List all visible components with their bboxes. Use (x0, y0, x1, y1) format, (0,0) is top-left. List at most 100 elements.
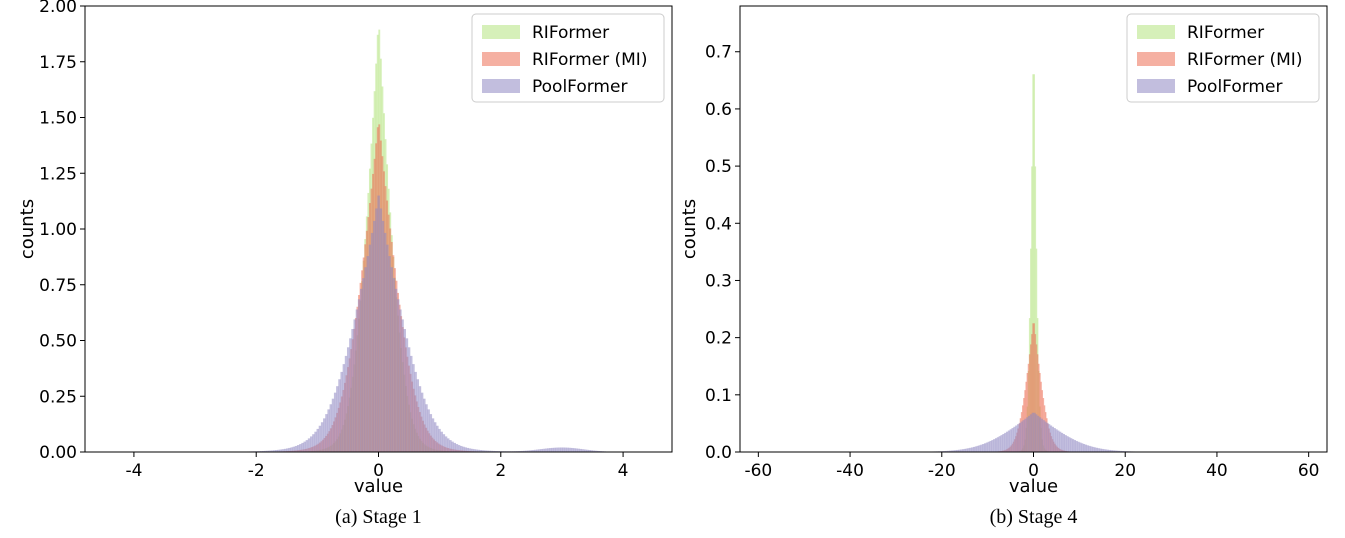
histogram-bar (423, 398, 426, 452)
histogram-bar (460, 445, 463, 452)
histogram-bar (1110, 450, 1113, 452)
histogram-bar (1117, 450, 1121, 452)
histogram-bar (560, 447, 563, 452)
histogram-bar (451, 441, 454, 452)
histogram-bar (590, 450, 593, 452)
histogram-bar (366, 256, 370, 452)
histogram-bar (414, 371, 417, 452)
histogram-bar (529, 450, 533, 452)
histogram-bar (1084, 444, 1087, 452)
histogram-bar (579, 448, 583, 452)
histogram-bar (1083, 444, 1086, 452)
x-tick-label: 0 (373, 461, 384, 481)
histogram-bar (440, 431, 443, 452)
histogram-bar (327, 409, 330, 452)
legend-label: PoolFormer (532, 77, 627, 97)
histogram-bar (533, 449, 537, 452)
histogram-bar (433, 422, 437, 452)
histogram-bar (982, 444, 985, 452)
histogram-bar (971, 447, 974, 452)
histogram-bar (410, 355, 413, 452)
histogram-bar (290, 447, 293, 452)
histogram-bar (557, 447, 561, 452)
histogram-bar (1055, 429, 1058, 452)
histogram-bar (976, 445, 979, 452)
histogram-bar (1002, 434, 1005, 452)
y-tick-label: 0.1 (705, 386, 732, 406)
histogram-bar (1032, 74, 1034, 453)
histogram-bar (1035, 344, 1038, 452)
histogram-bar (314, 431, 317, 452)
histogram-bar (455, 444, 459, 452)
legend-label: RIFormer (MI) (532, 50, 647, 70)
histogram-bar (475, 449, 478, 452)
histogram-bar (1062, 434, 1065, 452)
caption: (b) Stage 4 (990, 506, 1078, 528)
y-tick-label: 1.00 (39, 220, 77, 240)
histogram-bar (568, 447, 572, 452)
histogram-bar (1044, 421, 1047, 452)
histogram-bar (520, 450, 524, 452)
histogram-bar (1079, 442, 1082, 452)
histogram-bar (1030, 344, 1032, 452)
histogram-bar (586, 449, 589, 452)
histogram-bar (1077, 441, 1080, 452)
histogram-bar (283, 448, 287, 452)
histogram-bar (436, 425, 439, 452)
histogram-bar (594, 450, 598, 452)
x-tick-label: 20 (1114, 461, 1136, 481)
histogram-bar (412, 364, 415, 452)
histogram-bar (279, 449, 283, 452)
histogram-bar (581, 449, 585, 452)
histogram-bar (333, 392, 337, 452)
histogram-bar (329, 404, 333, 452)
histogram-bar (294, 445, 298, 452)
histogram-bar (1034, 334, 1037, 452)
histogram-bar (383, 232, 387, 452)
y-axis-ticks: 0.00 0.25 0.50 0.75 1.00 1.25 1.50 1.75 2.00 (39, 0, 85, 463)
histogram-bar (965, 448, 968, 452)
histogram-bar (1013, 426, 1016, 452)
histogram-bar (1036, 354, 1039, 452)
y-axis-label: counts (679, 199, 700, 259)
histogram-bar (340, 371, 343, 452)
histogram-bar (960, 449, 963, 452)
histogram-bar (1018, 422, 1021, 452)
histogram-bar (1072, 439, 1075, 452)
histogram-bar (1088, 445, 1091, 452)
histogram-bar (969, 447, 972, 452)
histogram-bar (1095, 447, 1098, 452)
histogram-bar (1032, 323, 1034, 452)
legend-swatch (482, 25, 520, 39)
histogram-bar (553, 447, 556, 452)
histogram-bar (301, 442, 304, 452)
histogram-bar (978, 445, 981, 452)
histogram-bar (947, 450, 950, 452)
x-tick-label: 2 (495, 461, 506, 481)
histogram-bar (546, 448, 550, 452)
histogram-bar (1066, 436, 1069, 452)
histogram-bar (427, 409, 430, 452)
histogram-bar (1051, 426, 1054, 452)
histogram-bar (331, 398, 335, 452)
histogram-bar (1005, 431, 1009, 452)
histogram-bar (1086, 445, 1089, 452)
histogram-bar (336, 386, 339, 452)
histogram-bar (381, 220, 385, 452)
histogram-bar (972, 446, 976, 452)
histogram-bar (1031, 166, 1033, 453)
histogram-bar (1026, 417, 1029, 452)
histogram-bar (1053, 428, 1056, 452)
y-tick-label: 0.50 (39, 332, 77, 352)
histogram-bar (983, 443, 987, 452)
x-tick-label: -4 (125, 461, 142, 481)
histogram-bar (963, 448, 966, 452)
x-axis-label: value (1009, 476, 1058, 497)
histogram-bar (1108, 449, 1111, 452)
histogram-bar (1070, 438, 1073, 452)
x-tick-label: 4 (618, 461, 629, 481)
histogram-bar (596, 450, 600, 452)
histogram-bar (1024, 418, 1027, 452)
histogram-bar (364, 267, 367, 452)
histogram-bar (974, 446, 977, 452)
